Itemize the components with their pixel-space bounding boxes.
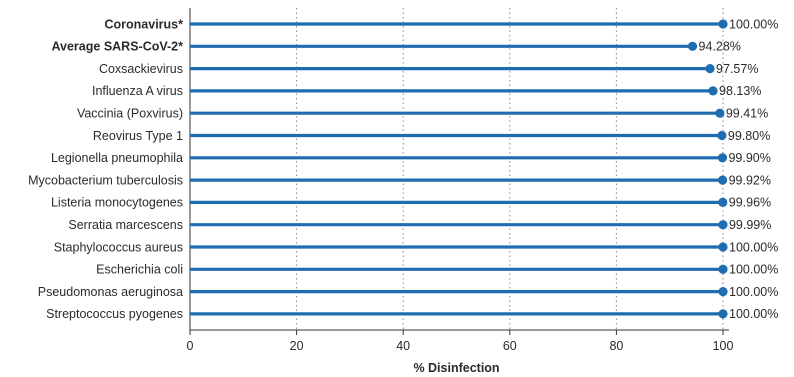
lollipop-dot <box>718 220 728 230</box>
lollipop-dot <box>718 197 728 207</box>
value-labels: 100.00% 94.28% 97.57% 98.13% 99.41% 99.80% 99.… <box>699 17 779 321</box>
value-label: 99.92% <box>729 173 771 187</box>
category-label: Serratia marcescens <box>68 218 183 232</box>
category-label: Listeria monocytogenes <box>51 196 183 210</box>
value-label: 99.41% <box>726 107 768 121</box>
x-tick-label: 80 <box>609 339 623 353</box>
lollipop-dot <box>708 86 718 96</box>
lollipop-dot <box>717 175 728 185</box>
category-label: Reovirus Type 1 <box>93 129 183 143</box>
x-tick-label: 0 <box>187 339 194 353</box>
x-tick-label: 100 <box>713 339 734 353</box>
tick-labels: 0 20 40 60 80 100 <box>187 339 734 353</box>
category-label: Mycobacterium tuberculosis <box>28 173 183 187</box>
x-tick-label: 40 <box>396 339 410 353</box>
lollipop-dot <box>718 264 728 274</box>
value-label: 99.80% <box>728 129 770 143</box>
category-label: Vaccinia (Poxvirus) <box>77 107 183 121</box>
category-label: Pseudomonas aeruginosa <box>38 285 183 299</box>
lollipop-dot <box>718 19 728 29</box>
category-labels: Coronavirus* Average SARS-CoV-2* Coxsackie… <box>28 17 183 321</box>
value-label: 100.00% <box>729 307 778 321</box>
value-label: 100.00% <box>729 17 778 31</box>
value-label: 99.96% <box>729 196 771 210</box>
value-label: 100.00% <box>729 285 778 299</box>
x-tick-label: 60 <box>503 339 517 353</box>
lollipop-dot <box>718 242 728 252</box>
category-label: Influenza A virus <box>92 84 183 98</box>
lollipop-dot <box>718 309 728 319</box>
value-label: 99.99% <box>729 218 771 232</box>
value-label: 100.00% <box>729 263 778 277</box>
category-label: Escherichia coli <box>96 263 183 277</box>
value-label: 99.90% <box>728 151 770 165</box>
category-label: Coronavirus* <box>105 17 184 31</box>
category-label: Coxsackievirus <box>99 62 183 76</box>
category-label: Average SARS-CoV-2* <box>51 40 183 54</box>
gridlines <box>296 8 724 330</box>
value-label: 100.00% <box>729 240 778 254</box>
category-label: Legionella pneumophila <box>51 151 183 165</box>
lollipop-dot <box>687 41 698 51</box>
x-axis <box>189 8 729 335</box>
lollipop-dot <box>717 153 728 163</box>
x-axis-title: % Disinfection <box>413 361 499 375</box>
lollipop-stems <box>190 22 723 316</box>
value-label: 98.13% <box>719 84 761 98</box>
category-label: Streptococcus pyogenes <box>46 307 183 321</box>
lollipop-dots <box>687 19 728 319</box>
x-tick-label: 20 <box>290 339 304 353</box>
lollipop-dot <box>715 108 725 118</box>
lollipop-dot <box>705 64 715 74</box>
lollipop-dot <box>718 287 728 297</box>
lollipop-dot <box>717 130 727 141</box>
value-label: 94.28% <box>699 40 741 54</box>
value-label: 97.57% <box>716 62 758 76</box>
category-label: Staphylococcus aureus <box>54 240 183 254</box>
